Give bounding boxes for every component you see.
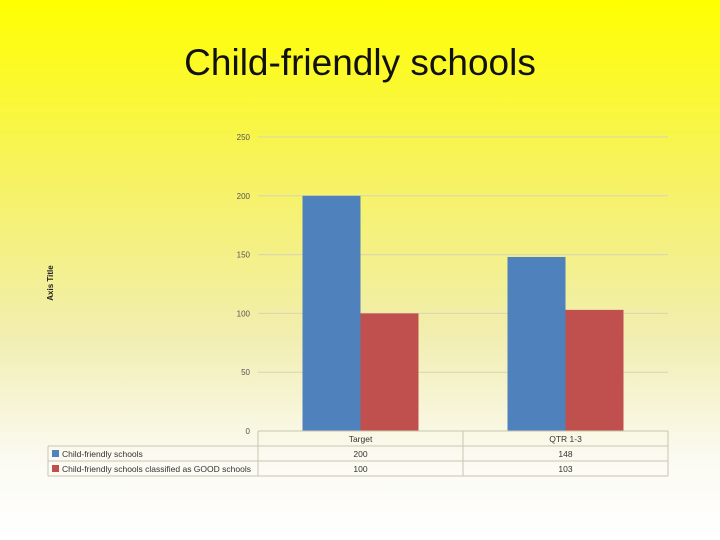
bars (302, 195, 624, 431)
data-table-value: 100 (353, 464, 367, 474)
data-table-value: 103 (558, 464, 572, 474)
legend-key (52, 465, 59, 472)
y-axis-title: Axis Title (46, 265, 55, 301)
y-tick-label: 100 (237, 309, 251, 318)
bar (565, 309, 624, 431)
x-category-label: Target (349, 434, 373, 444)
bar (302, 195, 361, 431)
data-table: Target QTR 1-3 Child-friendly schools 200 14… (47, 430, 669, 477)
series-name: Child-friendly schools classified as GOO… (62, 464, 251, 474)
bar (360, 313, 419, 431)
data-table-value: 148 (558, 449, 572, 459)
x-category-label: QTR 1-3 (549, 434, 582, 444)
y-axis-ticks: 0 50 100 150 200 250 (237, 133, 251, 436)
legend-key (52, 450, 59, 457)
data-table-value: 200 (353, 449, 367, 459)
y-tick-label: 0 (246, 427, 251, 436)
y-tick-label: 200 (237, 192, 251, 201)
slide-title: Child-friendly schools (184, 42, 536, 83)
bar (507, 256, 566, 431)
y-tick-label: 150 (237, 251, 251, 260)
series-name: Child-friendly schools (62, 449, 143, 459)
y-tick-label: 250 (237, 133, 251, 142)
y-tick-label: 50 (241, 368, 250, 377)
